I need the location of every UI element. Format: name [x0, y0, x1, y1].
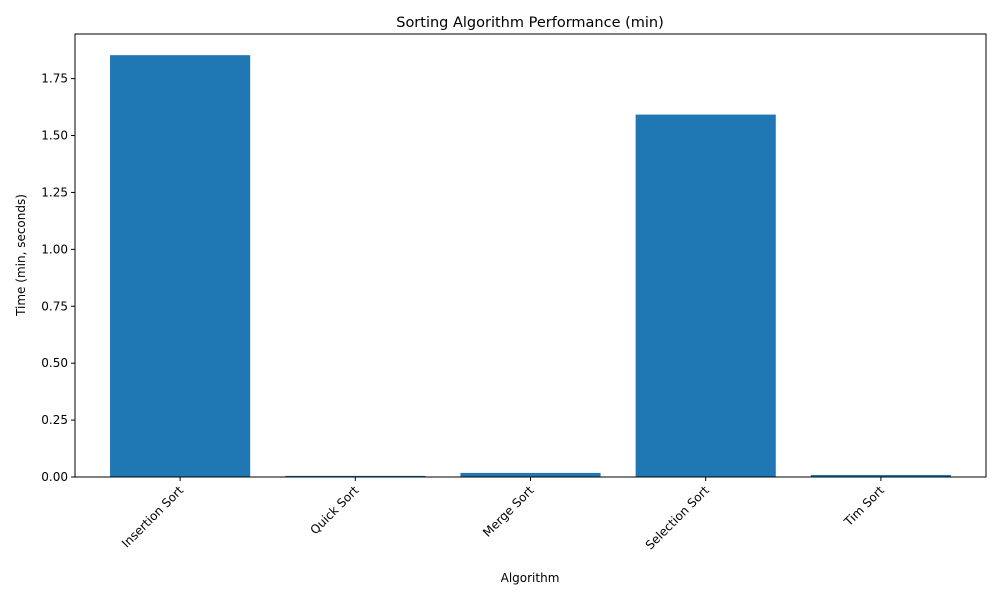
y-axis-ticks: 0.00 0.25 0.50 0.75 1.00 1.25 1.50 1.75: [41, 72, 75, 484]
x-tick-label: Merge Sort: [480, 483, 537, 540]
bars-group: [110, 55, 951, 478]
y-tick-label: 1.25: [41, 185, 68, 199]
bar-insertion-sort: [110, 55, 251, 478]
x-axis-label: Algorithm: [501, 571, 560, 585]
y-tick-label: 0.50: [41, 356, 68, 370]
bar-tim-sort: [810, 474, 951, 477]
x-axis-ticks: Insertion Sort Quick Sort Merge Sort Select…: [119, 477, 887, 552]
y-tick-label: 1.50: [41, 129, 68, 143]
y-tick-label: 1.00: [41, 242, 68, 256]
bar-merge-sort: [460, 472, 601, 477]
y-axis-label: Time (min, seconds): [14, 194, 28, 317]
x-tick-label: Selection Sort: [643, 483, 712, 552]
y-tick-label: 0.00: [41, 470, 68, 484]
x-tick-label: Insertion Sort: [119, 483, 186, 550]
chart-title: Sorting Algorithm Performance (min): [396, 15, 664, 31]
x-tick-label: Quick Sort: [307, 483, 361, 537]
bar-quick-sort: [285, 475, 426, 477]
y-tick-label: 1.75: [41, 72, 68, 86]
y-tick-label: 0.75: [41, 299, 68, 313]
x-tick-label: Tim Sort: [841, 483, 887, 529]
plot-area-frame: [74, 33, 987, 478]
bar-selection-sort: [635, 114, 776, 477]
y-tick-label: 0.25: [41, 413, 68, 427]
